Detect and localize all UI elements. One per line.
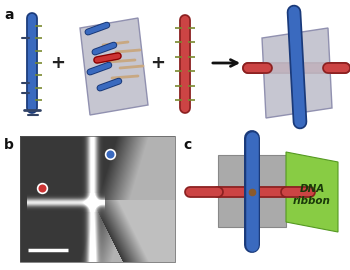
Text: +: + [150,54,166,72]
Text: DNA
ribbon: DNA ribbon [293,184,331,206]
Bar [20,136,175,262]
Polygon shape [286,152,338,232]
Text: b: b [4,138,14,152]
Bar [218,155,286,227]
Text: a: a [4,8,14,22]
Text: +: + [50,54,65,72]
Polygon shape [80,18,148,115]
Text: c: c [183,138,191,152]
Polygon shape [262,28,332,118]
